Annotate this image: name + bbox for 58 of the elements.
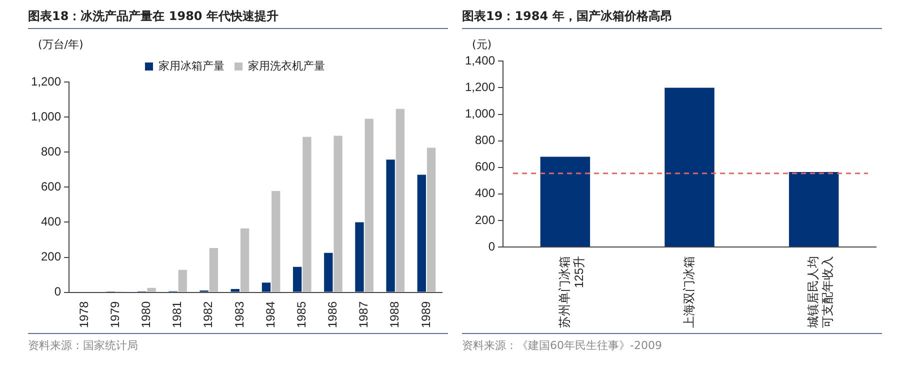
y-axis-title: (万台/年): [38, 37, 84, 51]
bar: [426, 148, 436, 292]
bar: [272, 191, 280, 292]
x-tick-label: 上海双门冰箱: [682, 256, 696, 328]
text: 资料来源：国家统计局: [28, 333, 448, 353]
y-tick-label: 1,000: [465, 106, 496, 121]
bar: [262, 282, 271, 292]
bar: [540, 156, 590, 246]
y-tick-label: 0: [488, 239, 496, 254]
bar: [386, 160, 395, 292]
bar: [334, 136, 342, 292]
chart-title: 图表19：1984 年，国产冰箱价格高昂: [462, 8, 882, 29]
y-tick-label: 200: [475, 212, 496, 227]
bar: [230, 288, 240, 292]
y-tick-label: 400: [41, 214, 62, 229]
bar: [664, 88, 714, 246]
x-tick-label: 城镇居民人均可支配年收入: [806, 256, 835, 329]
x-tick-label: 1986: [326, 300, 340, 328]
bar: [788, 172, 839, 246]
x-tick-label: 苏州单门冰箱125升: [558, 256, 586, 328]
x-tick-label: 1978: [76, 300, 91, 328]
x-tick-label: 1980: [139, 300, 154, 328]
y-tick-label: 1,200: [31, 74, 62, 88]
y-tick-label: 0: [54, 284, 62, 299]
x-tick-label: 1983: [232, 300, 246, 328]
y-tick-label: 600: [41, 179, 62, 194]
bar: [396, 108, 405, 292]
bar: [355, 222, 364, 292]
y-tick-label: 200: [41, 250, 62, 264]
y-tick-label: 600: [475, 160, 496, 174]
y-tick-label: 800: [475, 133, 496, 148]
y-tick-label: 1,200: [465, 80, 496, 94]
chart-title: 图表18：冰洗产品产量在 1980 年代快速提升: [28, 8, 448, 29]
x-tick-label: 1985: [294, 300, 308, 328]
y-tick-label: 800: [41, 144, 62, 158]
bar: [178, 270, 187, 292]
y-tick-label: 400: [475, 186, 496, 200]
x-tick-label: 1987: [356, 300, 371, 328]
x-tick-label: 1982: [201, 300, 216, 328]
legend-label: 家用洗衣机产量: [248, 60, 325, 73]
bar: [147, 288, 156, 292]
text: 资料来源：《建国60年民生往事》-2009: [462, 333, 882, 353]
x-tick-label: 1979: [108, 300, 122, 328]
y-tick-label: 1,000: [31, 109, 62, 124]
x-tick-label: 1981: [170, 300, 184, 328]
y-axis-title: (元): [472, 37, 493, 51]
bar: [364, 118, 374, 292]
legend-label: 家用冰箱产量: [158, 60, 224, 73]
bar: [417, 174, 426, 292]
x-tick-label: 1989: [418, 300, 433, 328]
bar: [240, 228, 250, 292]
y-tick-label: 1,400: [465, 54, 496, 68]
x-tick-label: 1984: [263, 300, 278, 328]
bar: [292, 266, 302, 292]
bar: [324, 252, 333, 292]
bar: [302, 136, 312, 292]
x-tick-label: 1988: [388, 300, 402, 328]
bar: [209, 248, 218, 292]
